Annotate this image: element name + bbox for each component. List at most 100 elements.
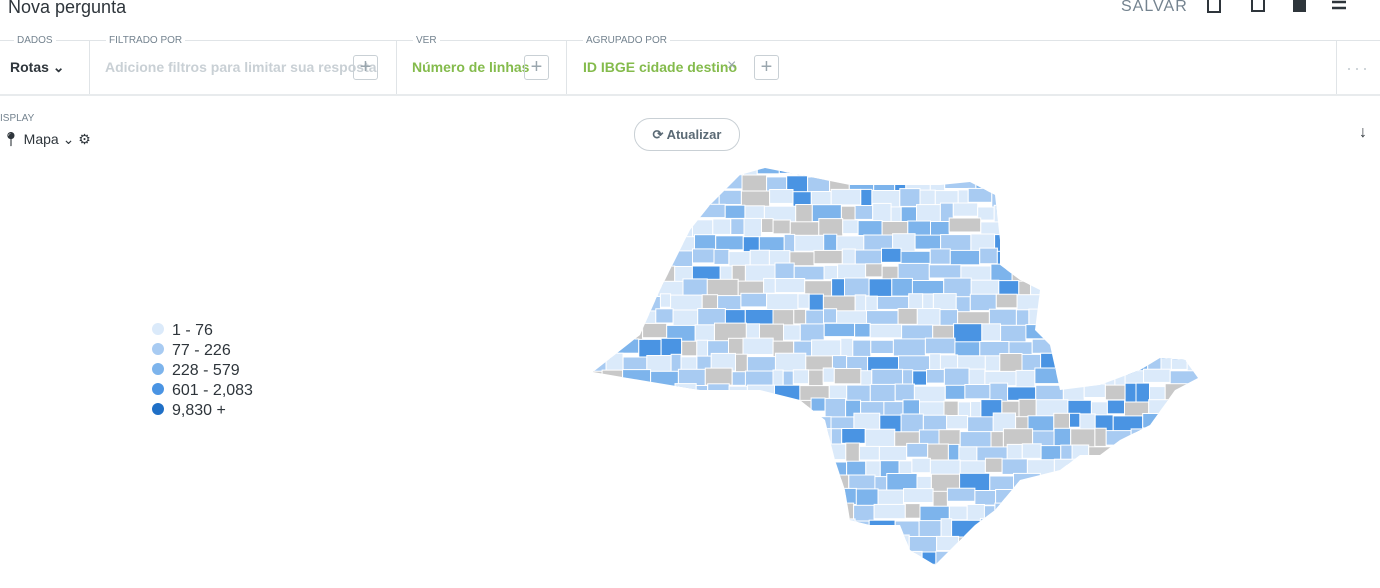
map-region[interactable] <box>1064 354 1083 376</box>
map-region[interactable] <box>1011 218 1041 240</box>
map-region[interactable] <box>898 355 931 372</box>
map-region[interactable] <box>1205 444 1217 465</box>
map-region[interactable] <box>680 203 700 218</box>
map-region[interactable] <box>830 428 843 447</box>
map-region[interactable] <box>995 293 1018 309</box>
map-region[interactable] <box>677 488 700 506</box>
map-region[interactable] <box>1096 489 1120 510</box>
map-region[interactable] <box>795 533 808 558</box>
map-region[interactable] <box>1008 204 1026 220</box>
map-region[interactable] <box>704 367 733 386</box>
map-region[interactable] <box>842 535 859 558</box>
map-region[interactable] <box>717 295 742 311</box>
map-region[interactable] <box>1138 307 1162 329</box>
map-region[interactable] <box>1067 161 1082 184</box>
map-region[interactable] <box>941 161 973 183</box>
map-region[interactable] <box>1189 280 1215 296</box>
map-region[interactable] <box>1013 472 1041 489</box>
map-region[interactable] <box>1193 233 1218 248</box>
map-region[interactable] <box>758 460 784 484</box>
map-region[interactable] <box>635 490 661 506</box>
map-region[interactable] <box>585 203 606 226</box>
map-region[interactable] <box>1151 429 1168 453</box>
map-region[interactable] <box>826 518 856 539</box>
map-region[interactable] <box>994 502 1007 518</box>
map-region[interactable] <box>1094 566 1123 581</box>
map-region[interactable] <box>1060 340 1080 359</box>
map-region[interactable] <box>781 428 815 451</box>
map-region[interactable] <box>616 262 646 277</box>
map-region[interactable] <box>672 159 699 178</box>
map-region[interactable] <box>886 473 918 491</box>
map-region[interactable] <box>835 487 857 505</box>
map-region[interactable] <box>1185 473 1197 490</box>
map-region[interactable] <box>1187 442 1205 459</box>
map-region[interactable] <box>1014 236 1043 251</box>
map-region[interactable] <box>1106 399 1126 415</box>
map-region[interactable] <box>944 174 977 190</box>
map-region[interactable] <box>1145 475 1158 492</box>
map-region[interactable] <box>1112 353 1129 370</box>
map-region[interactable] <box>940 518 953 538</box>
map-region[interactable] <box>1171 325 1187 341</box>
map-region[interactable] <box>1066 534 1098 550</box>
map-region[interactable] <box>743 400 771 420</box>
map-region[interactable] <box>1025 324 1056 340</box>
map-region[interactable] <box>1078 341 1094 365</box>
map-region[interactable] <box>1118 474 1147 490</box>
map-region[interactable] <box>714 503 733 520</box>
map-region[interactable] <box>721 431 752 447</box>
grouping[interactable]: ID IBGE cidade destino <box>583 59 738 75</box>
map-region[interactable] <box>1008 162 1026 176</box>
map-region[interactable] <box>1052 550 1069 568</box>
map-region[interactable] <box>1059 505 1086 529</box>
map-region[interactable] <box>1122 173 1142 192</box>
map-region[interactable] <box>738 475 760 496</box>
metric[interactable]: Número de linhas <box>412 59 530 75</box>
map-region[interactable] <box>1174 280 1191 297</box>
map-region[interactable] <box>893 550 923 571</box>
map-region[interactable] <box>1178 233 1195 252</box>
map-region[interactable] <box>700 566 732 580</box>
map-region[interactable] <box>1053 412 1071 431</box>
map-region[interactable] <box>1047 488 1079 505</box>
map-region[interactable] <box>984 457 1003 473</box>
map-region[interactable] <box>648 520 664 539</box>
map-region[interactable] <box>1084 278 1098 294</box>
map-region[interactable] <box>657 415 688 432</box>
map-region[interactable] <box>869 323 903 339</box>
map-region[interactable] <box>1030 518 1045 538</box>
map-region[interactable] <box>1065 202 1093 218</box>
map-region[interactable] <box>612 190 627 211</box>
map-region[interactable] <box>1188 250 1211 268</box>
map-region[interactable] <box>609 445 636 467</box>
map-region[interactable] <box>624 232 657 256</box>
map-region[interactable] <box>697 158 713 182</box>
map-region[interactable] <box>858 445 880 461</box>
map-region[interactable] <box>629 550 659 568</box>
map-region[interactable] <box>1135 382 1150 405</box>
map-region[interactable] <box>781 414 796 430</box>
map-region[interactable] <box>897 564 931 584</box>
map-region[interactable] <box>585 398 616 417</box>
map-region[interactable] <box>1016 294 1044 311</box>
map-region[interactable] <box>761 218 774 234</box>
map-region[interactable] <box>1186 356 1208 372</box>
map-region[interactable] <box>1035 262 1063 285</box>
map-region[interactable] <box>732 413 756 432</box>
map-region[interactable] <box>795 520 828 536</box>
map-region[interactable] <box>608 307 622 326</box>
map-region[interactable] <box>684 504 716 520</box>
map-region[interactable] <box>876 295 910 310</box>
map-region[interactable] <box>813 249 843 265</box>
map-region[interactable] <box>983 548 1012 571</box>
map-region[interactable] <box>764 431 783 449</box>
map-region[interactable] <box>719 174 743 190</box>
map-region[interactable] <box>758 236 785 252</box>
map-region[interactable] <box>926 369 945 384</box>
map-region[interactable] <box>1102 174 1123 198</box>
map-region[interactable] <box>823 308 838 324</box>
map-region[interactable] <box>772 369 784 387</box>
map-region[interactable] <box>635 399 650 420</box>
map-region[interactable] <box>1183 400 1197 423</box>
